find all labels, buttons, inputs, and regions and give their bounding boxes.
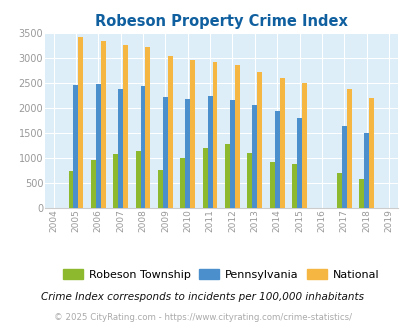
Text: © 2025 CityRating.com - https://www.cityrating.com/crime-statistics/: © 2025 CityRating.com - https://www.city… — [54, 313, 351, 322]
Bar — [202, 148, 207, 208]
Bar — [140, 86, 145, 208]
Bar — [257, 72, 262, 208]
Bar — [368, 98, 373, 208]
Bar — [91, 160, 96, 208]
Bar — [145, 48, 150, 208]
Bar — [341, 126, 346, 208]
Bar — [180, 158, 185, 208]
Bar — [73, 85, 78, 208]
Legend: Robeson Township, Pennsylvania, National: Robeson Township, Pennsylvania, National — [60, 266, 382, 283]
Bar — [336, 173, 341, 208]
Bar — [247, 153, 252, 208]
Bar — [269, 162, 274, 208]
Bar — [123, 45, 128, 208]
Bar — [279, 78, 284, 208]
Bar — [118, 89, 123, 208]
Bar — [346, 89, 351, 208]
Bar — [229, 100, 234, 208]
Bar — [292, 164, 296, 208]
Bar — [301, 83, 306, 208]
Bar — [158, 170, 162, 208]
Bar — [96, 84, 100, 208]
Bar — [68, 171, 73, 208]
Text: Crime Index corresponds to incidents per 100,000 inhabitants: Crime Index corresponds to incidents per… — [41, 292, 364, 302]
Bar — [358, 180, 363, 208]
Bar — [363, 133, 368, 208]
Bar — [296, 118, 301, 208]
Bar — [162, 97, 167, 208]
Bar — [252, 105, 257, 208]
Bar — [207, 96, 212, 208]
Bar — [185, 99, 190, 208]
Bar — [167, 56, 173, 208]
Bar — [224, 145, 229, 208]
Bar — [135, 151, 140, 208]
Bar — [234, 65, 239, 208]
Bar — [113, 154, 118, 208]
Bar — [100, 42, 105, 208]
Bar — [190, 60, 195, 208]
Bar — [274, 111, 279, 208]
Title: Robeson Property Crime Index: Robeson Property Crime Index — [95, 14, 347, 29]
Bar — [212, 62, 217, 208]
Bar — [78, 37, 83, 208]
